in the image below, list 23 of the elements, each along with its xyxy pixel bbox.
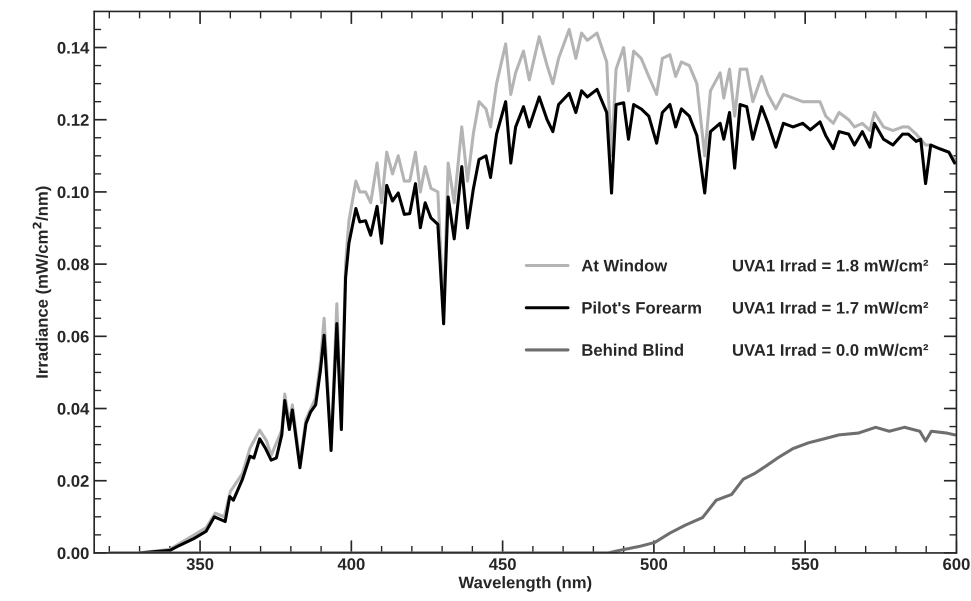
annotation: UVA1 Irrad = 1.8 mW/cm² — [732, 259, 928, 272]
x-tick-label: 500 — [640, 558, 668, 570]
x-axis-title: Wavelength (nm) — [458, 576, 592, 592]
y-tick-label: 0.14 — [58, 42, 90, 54]
y-tick-label: 0.02 — [58, 475, 89, 487]
line-series — [108, 426, 956, 553]
legend-label: At Window — [582, 259, 668, 272]
x-tick-label: 600 — [943, 558, 970, 570]
annotation: UVA1 Irrad = 0.0 mW/cm² — [732, 344, 928, 356]
x-tick-label: 350 — [186, 558, 214, 570]
x-tick-label: 400 — [338, 558, 365, 570]
y-tick-label: 0.04 — [58, 402, 90, 415]
annotation: UVA1 Irrad = 1.7 mW/cm² — [732, 301, 928, 314]
x-tick-label: 450 — [488, 558, 516, 570]
y-tick-label: 0.08 — [58, 258, 89, 270]
y-tick-label: 0.10 — [58, 186, 89, 198]
legend-label: Behind Blind — [582, 344, 683, 356]
y-tick-label: 0.00 — [58, 547, 89, 560]
x-tick-label: 550 — [792, 558, 818, 570]
y-tick-label: 0.06 — [58, 330, 89, 343]
legend-label: Pilot's Forearm — [582, 301, 701, 314]
y-axis-title: Irradiance (mW/cm$^{2}$/nm) — [32, 186, 52, 378]
y-tick-label: 0.12 — [58, 114, 89, 126]
